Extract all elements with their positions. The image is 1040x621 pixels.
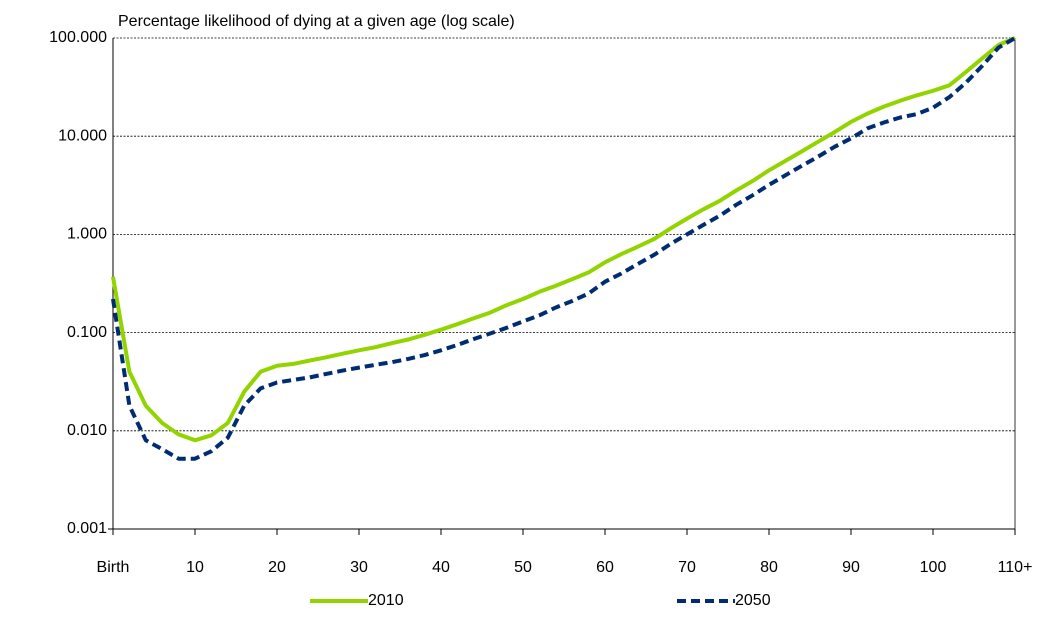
legend-label: 2050	[735, 592, 771, 609]
series-line	[111, 36, 1016, 443]
x-tick-label: 110+	[998, 559, 1033, 576]
legend-label: 2010	[368, 592, 404, 609]
y-tick-label: 100.000	[49, 29, 107, 46]
y-tick-label: 1.000	[67, 226, 107, 243]
x-tick-label: 70	[678, 559, 696, 576]
x-tick-label: 80	[760, 559, 778, 576]
y-tick-label: 0.100	[67, 324, 107, 341]
x-tick-label: 20	[268, 559, 286, 576]
x-tick-label: 40	[432, 559, 450, 576]
x-tick-label: 30	[350, 559, 368, 576]
y-tick-label: 10.000	[58, 127, 107, 144]
x-tick-label: 90	[842, 559, 860, 576]
y-tick-label: 0.001	[67, 520, 107, 537]
chart-title: Percentage likelihood of dying at a give…	[118, 13, 515, 30]
x-tick-label: 50	[514, 559, 532, 576]
x-tick-label: 60	[596, 559, 614, 576]
x-tick-label: 10	[186, 559, 204, 576]
series-line	[111, 36, 1017, 461]
x-tick-label: Birth	[97, 559, 130, 576]
x-tick-label: 100	[920, 559, 947, 576]
y-tick-label: 0.010	[67, 422, 107, 439]
